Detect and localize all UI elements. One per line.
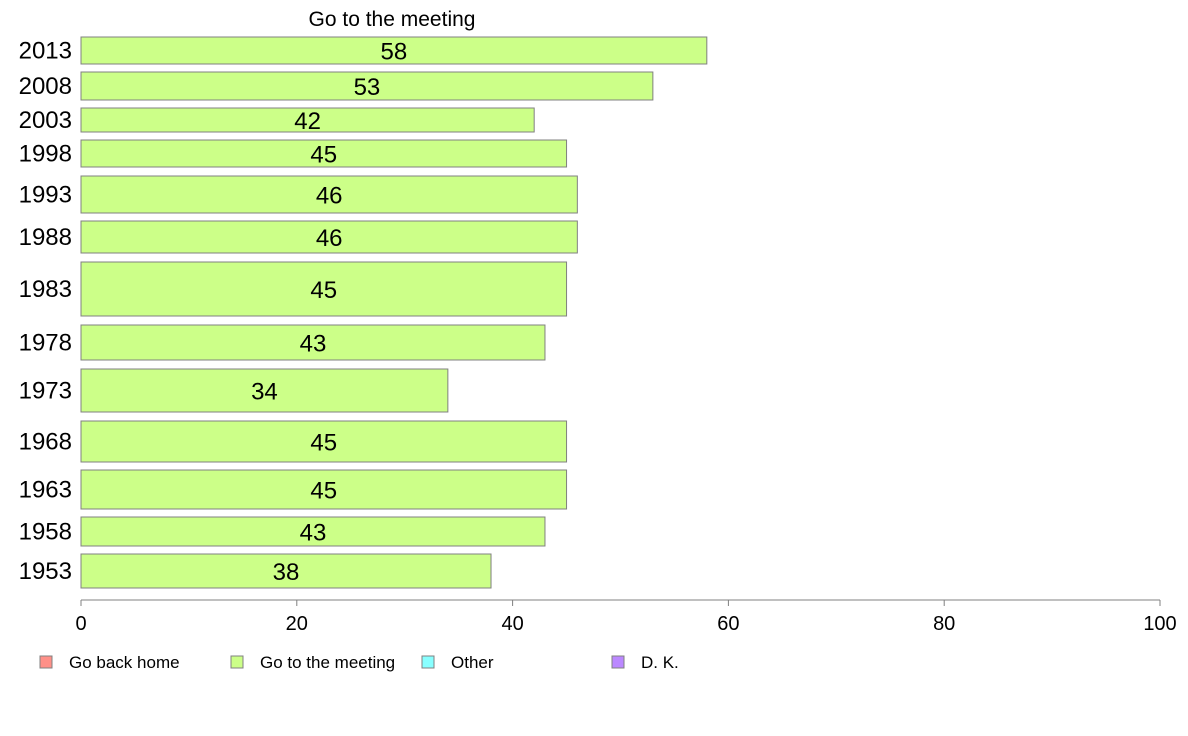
- bar-1958: [80, 516, 546, 547]
- bar-1973: [80, 368, 449, 413]
- category-label-2008: 2008: [19, 73, 72, 100]
- legend-swatch: [421, 655, 435, 669]
- legend-label: Go back home: [69, 653, 180, 672]
- category-label-1988: 1988: [19, 224, 72, 251]
- x-tick-label: 80: [933, 613, 955, 635]
- value-label-1968: 45: [310, 430, 337, 457]
- x-tick-label: 20: [286, 613, 308, 635]
- bar-1993: [80, 175, 578, 214]
- category-label-2013: 2013: [19, 38, 72, 65]
- value-label-2013: 58: [381, 39, 408, 66]
- category-label-1968: 1968: [19, 429, 72, 456]
- value-label-1998: 45: [310, 142, 337, 169]
- category-label-1978: 1978: [19, 330, 72, 357]
- x-axis: 0 20 40 60 80 100: [75, 599, 1177, 635]
- bar-1968: [80, 420, 568, 463]
- legend-label: Other: [451, 653, 494, 672]
- value-label-1973: 34: [251, 379, 278, 406]
- category-label-1998: 1998: [19, 141, 72, 168]
- bar-1953: [80, 553, 492, 589]
- category-label-1993: 1993: [19, 182, 72, 209]
- chart-title: Go to the meeting: [309, 8, 476, 31]
- category-label-1983: 1983: [19, 276, 72, 303]
- legend-label: D. K.: [641, 653, 679, 672]
- value-label-1953: 38: [273, 559, 300, 586]
- legend-swatch: [230, 655, 244, 669]
- value-label-1988: 46: [316, 225, 343, 252]
- bar-1983: [80, 261, 568, 317]
- value-label-1978: 43: [300, 331, 327, 358]
- legend-swatch: [39, 655, 53, 669]
- bar-1998: [80, 139, 568, 168]
- value-label-1958: 43: [300, 520, 327, 547]
- bar-2008: [80, 71, 654, 101]
- x-tick-label: 0: [75, 613, 86, 635]
- legend-label: Go to the meeting: [260, 653, 395, 672]
- x-tick-label: 60: [717, 613, 739, 635]
- x-tick-label: 40: [501, 613, 523, 635]
- category-label-1958: 1958: [19, 519, 72, 546]
- x-tick-label: 100: [1143, 613, 1176, 635]
- bars-group: 2013 58 2008 53 2003 42 1998 45 1993 46 1988 46 1983…: [19, 36, 708, 589]
- value-label-2008: 53: [354, 74, 381, 101]
- category-label-2003: 2003: [19, 107, 72, 134]
- category-label-1973: 1973: [19, 378, 72, 405]
- category-label-1963: 1963: [19, 477, 72, 504]
- value-label-2003: 42: [294, 108, 321, 135]
- bar-1963: [80, 469, 568, 510]
- category-label-1953: 1953: [19, 558, 72, 585]
- legend: Go back home Go to the meeting Other D. K.: [39, 653, 679, 672]
- bar-2003: [80, 107, 535, 133]
- bar-1978: [80, 324, 546, 361]
- legend-swatch: [611, 655, 625, 669]
- value-label-1963: 45: [310, 478, 337, 505]
- bar-1988: [80, 220, 578, 254]
- value-label-1983: 45: [310, 277, 337, 304]
- value-label-1993: 46: [316, 183, 343, 210]
- bar-2013: [80, 36, 708, 65]
